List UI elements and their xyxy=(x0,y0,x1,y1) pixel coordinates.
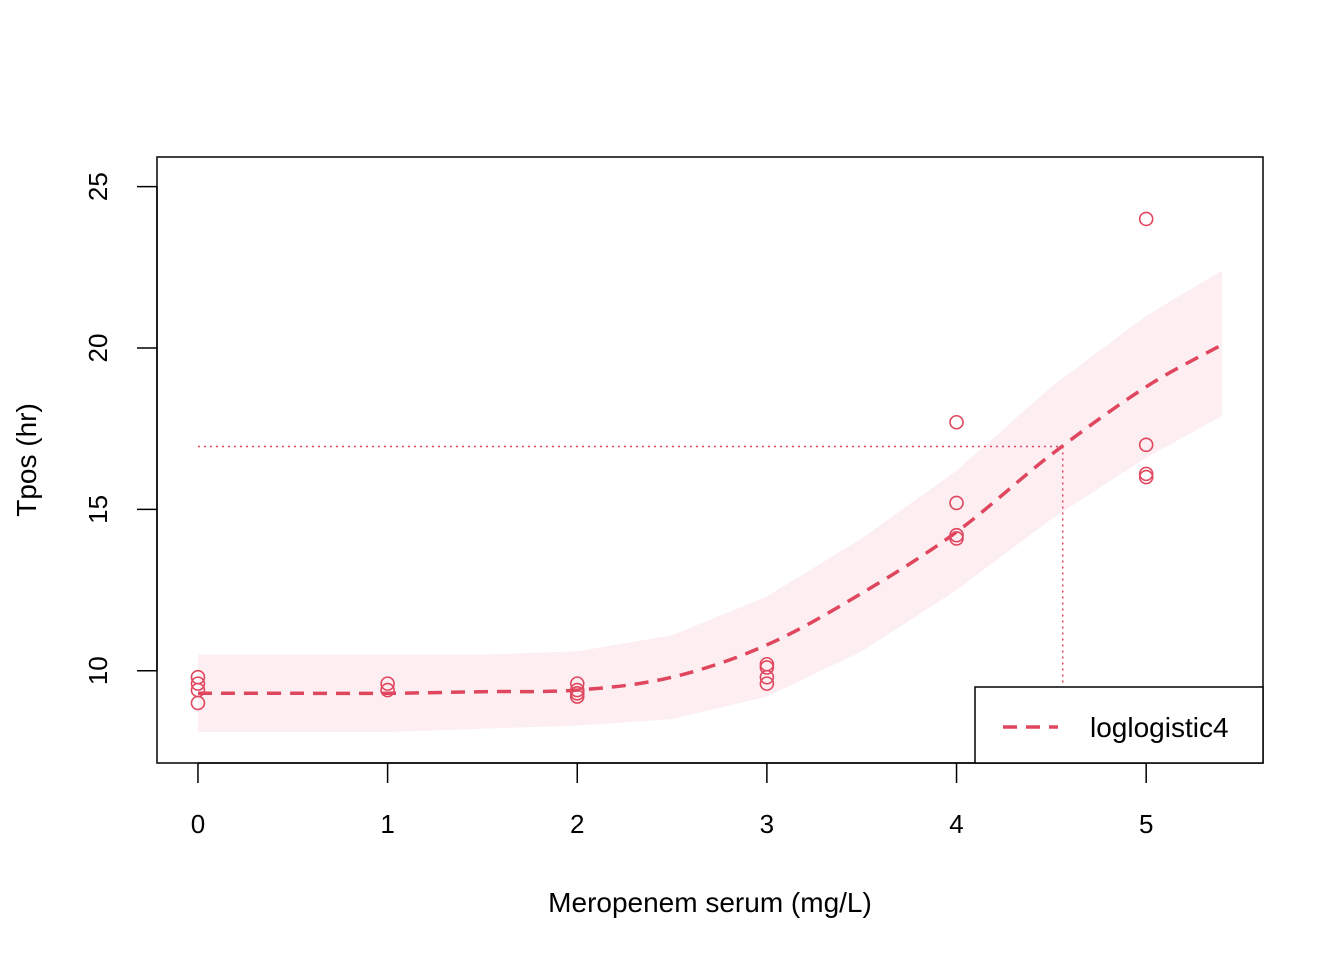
data-point xyxy=(949,414,964,430)
x-tick-label: 2 xyxy=(570,809,584,839)
data-point xyxy=(1138,437,1154,453)
data-point xyxy=(759,660,775,675)
data-point xyxy=(380,676,395,691)
fit-curve-layer xyxy=(198,343,1223,696)
data-point xyxy=(759,669,775,685)
y-tick-label: 15 xyxy=(83,495,113,524)
data-point xyxy=(380,682,395,698)
x-axis-title: Meropenem serum (mg/L) xyxy=(548,887,872,918)
data-point xyxy=(1138,211,1154,227)
points-layer xyxy=(190,211,1154,711)
x-axis: 0 1 2 3 4 5 xyxy=(191,762,1153,839)
confidence-band xyxy=(198,270,1222,732)
data-point xyxy=(759,676,775,691)
data-point xyxy=(190,676,206,691)
x-tick-label: 3 xyxy=(760,809,774,839)
x-tick-label: 5 xyxy=(1139,809,1153,839)
y-axis-title: Tpos (hr) xyxy=(11,403,42,517)
confidence-band-layer xyxy=(198,270,1222,732)
data-point xyxy=(949,531,964,546)
y-tick-label: 10 xyxy=(83,656,113,685)
y-axis: 10 15 20 25 xyxy=(83,172,158,685)
legend-label: loglogistic4 xyxy=(1090,712,1229,743)
x-tick-label: 4 xyxy=(949,809,963,839)
data-point xyxy=(1138,469,1154,485)
x-tick-label: 1 xyxy=(380,809,394,839)
data-point xyxy=(190,695,206,711)
data-point xyxy=(569,689,585,704)
y-tick-label: 25 xyxy=(83,172,113,201)
legend: loglogistic4 xyxy=(974,686,1264,764)
y-tick-label: 20 xyxy=(83,334,113,363)
x-tick-label: 0 xyxy=(191,809,205,839)
legend-box xyxy=(974,686,1264,764)
data-point xyxy=(949,495,964,511)
data-point xyxy=(1138,466,1154,482)
fit-curve-loglogistic4 xyxy=(198,343,1223,696)
reference-lines-layer xyxy=(197,445,1064,763)
